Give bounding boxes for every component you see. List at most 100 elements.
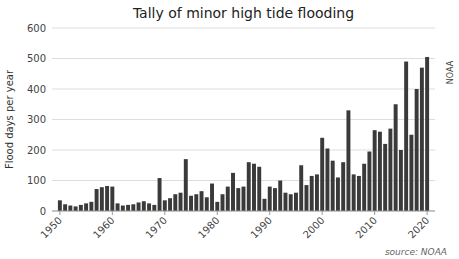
chart-svg: 0100200300400500600195019601970198019902… bbox=[0, 0, 459, 259]
x-tick-label: 1950 bbox=[39, 215, 65, 241]
bar bbox=[367, 152, 371, 211]
bar bbox=[247, 162, 251, 211]
bars bbox=[58, 57, 429, 211]
bar bbox=[215, 202, 219, 211]
bar bbox=[168, 198, 172, 211]
x-axis: 1950 1960 1970 1980 1990 2000 2010 2020 bbox=[39, 211, 435, 240]
bar bbox=[331, 161, 335, 211]
bar bbox=[289, 194, 293, 211]
x-tick-label: 2010 bbox=[353, 215, 379, 241]
y-tick-label: 400 bbox=[27, 84, 46, 95]
x-tick-label: 2020 bbox=[406, 215, 432, 241]
x-tick bbox=[374, 211, 375, 215]
bar bbox=[273, 188, 277, 211]
grid-line bbox=[52, 28, 435, 29]
bar bbox=[383, 144, 387, 211]
bar bbox=[226, 187, 230, 211]
side-label: NOAA bbox=[446, 60, 455, 84]
bar bbox=[320, 138, 324, 211]
bar bbox=[221, 194, 225, 211]
bar bbox=[242, 187, 246, 211]
x-tick bbox=[427, 211, 428, 215]
bar bbox=[252, 164, 256, 211]
bar bbox=[346, 110, 350, 211]
grid-line bbox=[52, 211, 435, 212]
y-tick-label: 300 bbox=[27, 114, 46, 125]
bar bbox=[352, 174, 356, 211]
bar bbox=[425, 57, 429, 211]
bar bbox=[137, 202, 141, 211]
bar bbox=[404, 62, 408, 211]
bar bbox=[95, 189, 99, 211]
x-tick bbox=[269, 211, 270, 215]
bar bbox=[116, 203, 120, 211]
bar bbox=[231, 173, 235, 211]
bar bbox=[147, 203, 151, 211]
bar bbox=[142, 201, 146, 211]
bar bbox=[210, 184, 214, 211]
x-tick bbox=[322, 211, 323, 215]
grid-line bbox=[52, 58, 435, 59]
bar bbox=[399, 150, 403, 211]
bar bbox=[336, 177, 340, 211]
bar bbox=[205, 197, 209, 211]
bar bbox=[58, 200, 62, 211]
x-tick-label: 2000 bbox=[301, 215, 327, 241]
y-tick-label: 100 bbox=[27, 175, 46, 186]
y-axis: 0100200300400500600 bbox=[27, 23, 46, 217]
bar bbox=[294, 193, 298, 211]
bar bbox=[278, 181, 282, 212]
bar bbox=[420, 68, 424, 211]
bar bbox=[179, 193, 183, 211]
bar bbox=[394, 104, 398, 211]
source-note: source: NOAA bbox=[385, 247, 447, 257]
bar bbox=[84, 203, 88, 211]
grid-line bbox=[52, 119, 435, 120]
bar bbox=[184, 159, 188, 211]
x-tick-label: 1980 bbox=[196, 215, 222, 241]
bar bbox=[362, 164, 366, 211]
x-tick-label: 1990 bbox=[248, 215, 274, 241]
bar bbox=[315, 174, 319, 211]
bar bbox=[194, 194, 198, 211]
bar bbox=[268, 187, 272, 211]
bar bbox=[284, 193, 288, 211]
x-tick bbox=[164, 211, 165, 215]
bar bbox=[89, 202, 93, 211]
grid-line bbox=[52, 89, 435, 90]
bar bbox=[158, 178, 162, 211]
grid bbox=[52, 28, 435, 211]
y-tick-label: 200 bbox=[27, 145, 46, 156]
chart-container: 0100200300400500600195019601970198019902… bbox=[0, 0, 459, 259]
bar bbox=[200, 191, 204, 211]
bar bbox=[325, 148, 329, 211]
bar bbox=[341, 162, 345, 211]
bar bbox=[189, 196, 193, 211]
bar bbox=[388, 129, 392, 211]
x-axis-line bbox=[52, 211, 435, 212]
bar bbox=[110, 187, 114, 211]
bar bbox=[299, 165, 303, 211]
bar bbox=[378, 132, 382, 211]
bar bbox=[121, 206, 125, 211]
title: Tally of minor high tide flooding bbox=[132, 5, 354, 21]
bar bbox=[257, 167, 261, 211]
x-tick bbox=[217, 211, 218, 215]
bar bbox=[152, 205, 156, 211]
x-tick-label: 1970 bbox=[143, 215, 169, 241]
y-tick-label: 500 bbox=[27, 53, 46, 64]
bar bbox=[74, 206, 78, 211]
bar bbox=[131, 204, 135, 211]
bar bbox=[304, 185, 308, 211]
bar bbox=[373, 130, 377, 211]
bar bbox=[236, 188, 240, 211]
x-tick-label: 1960 bbox=[91, 215, 117, 241]
bar bbox=[163, 200, 167, 211]
bar bbox=[100, 187, 104, 211]
bar bbox=[415, 89, 419, 211]
bar bbox=[263, 199, 267, 211]
grid-line bbox=[52, 150, 435, 151]
bar bbox=[173, 194, 177, 211]
grid-line bbox=[52, 180, 435, 181]
y-axis-label: Flood days per year bbox=[4, 69, 15, 169]
